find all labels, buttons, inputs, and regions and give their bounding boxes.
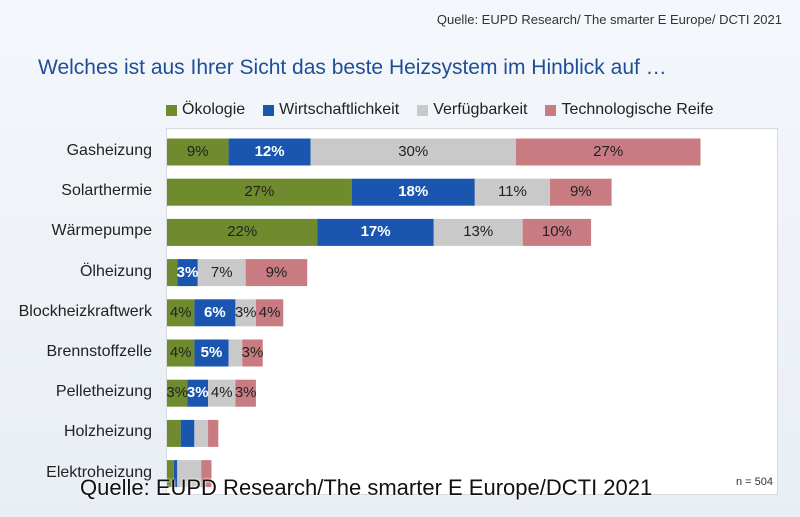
data-label: 27% <box>593 143 624 160</box>
data-label: 4% <box>258 303 281 321</box>
bar-segment <box>522 218 592 246</box>
data-label: 18% <box>398 183 429 201</box>
category-label: Blockheizkraftwerk <box>18 302 152 320</box>
category-label: Pelletheizung <box>55 383 152 401</box>
bar-segment <box>242 339 263 367</box>
bar-segment <box>167 419 181 447</box>
category-label: Ölheizung <box>79 262 152 280</box>
bar-segment <box>515 138 701 166</box>
source-note-top: Quelle: EUPD Research/ The smarter E Eur… <box>436 12 782 27</box>
data-label: 3% <box>166 384 189 402</box>
category-label: Wärmepumpe <box>51 222 152 240</box>
bar-segment <box>235 379 256 407</box>
data-label: 9% <box>265 263 288 281</box>
data-label: 4% <box>210 384 233 402</box>
chart-legend: Ökologie Wirtschaftlichkeit Verfügbarkeit T… <box>166 101 732 119</box>
legend-swatch <box>166 104 177 116</box>
data-label: 3% <box>186 384 209 402</box>
category-label: Holzheizung <box>63 423 152 441</box>
data-label: 3% <box>176 263 199 281</box>
bar-segment <box>351 178 475 206</box>
bar-segment <box>167 178 352 206</box>
bar-segment <box>194 299 236 327</box>
bar-segment <box>433 218 523 246</box>
data-label: 27% <box>244 183 275 201</box>
bar-segment <box>167 138 229 166</box>
bar-segment <box>197 259 246 287</box>
data-label: 4% <box>169 303 192 321</box>
bar-segment <box>167 299 195 327</box>
data-label: 4% <box>169 344 192 361</box>
category-label: Brennstoffzelle <box>46 343 152 360</box>
data-label: 22% <box>227 223 258 241</box>
data-label: 9% <box>569 183 592 201</box>
bar-segment <box>245 259 308 287</box>
data-label: 30% <box>398 143 429 160</box>
legend-swatch <box>263 104 275 116</box>
bar-segment <box>194 419 209 447</box>
legend-label: Ökologie <box>182 101 246 118</box>
data-label: 9% <box>186 143 209 160</box>
bar-segment <box>255 299 284 327</box>
bar-segment <box>228 138 311 166</box>
data-label: 17% <box>360 223 391 241</box>
category-label: Gasheizung <box>66 142 152 159</box>
data-label: 6% <box>204 303 226 321</box>
data-label: 3% <box>234 303 257 321</box>
legend-item: Wirtschaftlichkeit <box>263 101 399 119</box>
bar-segment <box>180 419 195 447</box>
bar-segment <box>317 218 434 246</box>
category-label: Solarthermie <box>61 182 152 200</box>
data-label: 7% <box>210 263 233 281</box>
bar-segment <box>235 299 256 327</box>
legend-item: Ökologie <box>166 101 245 119</box>
legend-swatch <box>417 104 429 116</box>
bar-segment <box>167 460 174 488</box>
bar-segment <box>173 460 178 488</box>
bar-segment <box>177 460 202 488</box>
legend-item: Verfügbarkeit <box>417 101 527 119</box>
data-label: 13% <box>463 223 494 241</box>
bar-segment <box>167 259 178 287</box>
bar-segment <box>167 379 188 407</box>
sample-size-note: n = 504 <box>736 476 774 488</box>
legend-label: Verfügbarkeit <box>433 101 528 118</box>
data-label: 3% <box>234 384 257 402</box>
data-label: 10% <box>541 223 572 241</box>
bar-segment <box>177 259 198 287</box>
chart-title: Welches ist aus Ihrer Sicht das beste He… <box>38 56 667 79</box>
source-note-bottom: Quelle: EUPD Research/The smarter E Euro… <box>80 475 653 500</box>
bar-segment <box>187 379 209 407</box>
category-label: Elektroheizung <box>46 463 152 481</box>
legend-item: Technologische Reife <box>545 101 714 119</box>
bar-segment <box>228 339 243 367</box>
legend-swatch <box>545 104 557 116</box>
bar-segment <box>208 419 219 447</box>
data-label: 3% <box>241 344 264 361</box>
data-label: 12% <box>254 143 285 160</box>
bar-segment <box>167 218 318 246</box>
bar-segment <box>310 138 516 166</box>
bar-segment <box>167 339 195 367</box>
bar-segment <box>201 460 212 488</box>
legend-label: Technologische Reife <box>561 101 714 118</box>
bar-segment <box>550 178 612 206</box>
data-label: 11% <box>497 183 527 201</box>
bar-segment <box>194 339 229 367</box>
bar-segment <box>474 178 551 206</box>
legend-label: Wirtschaftlichkeit <box>279 101 400 118</box>
bar-segment <box>208 379 236 407</box>
data-label: 5% <box>200 344 223 361</box>
